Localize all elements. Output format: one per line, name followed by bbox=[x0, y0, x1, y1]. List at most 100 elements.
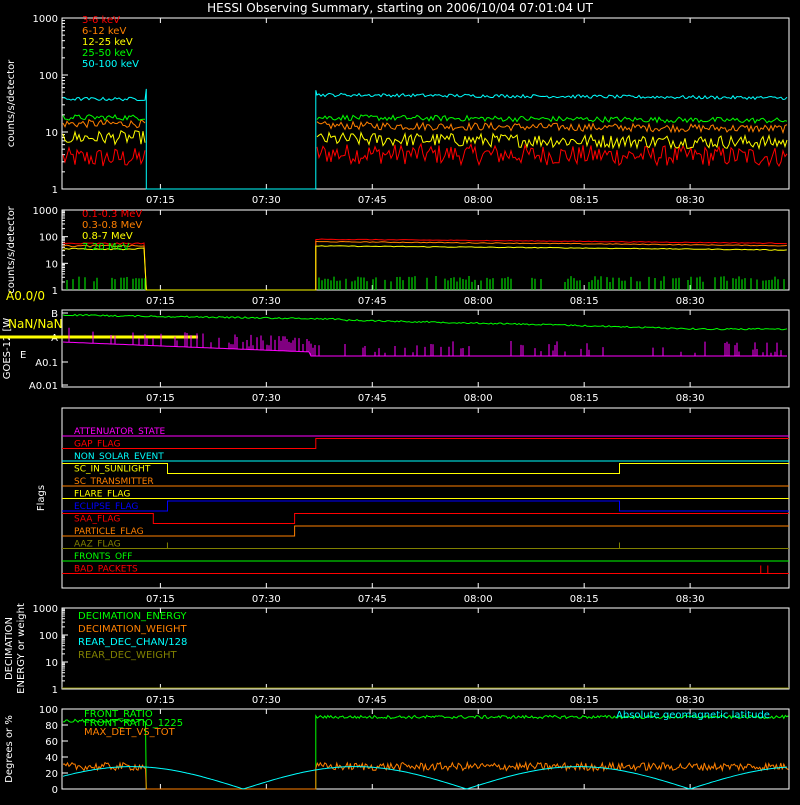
series-line-2 bbox=[62, 130, 146, 146]
y-axis-label: DECIMATION bbox=[4, 617, 15, 680]
x-tick-label: 08:15 bbox=[570, 195, 599, 206]
series-line-1 bbox=[62, 118, 146, 129]
legend-entry: DECIMATION_ENERGY bbox=[78, 611, 187, 622]
series-line-4 bbox=[62, 88, 788, 190]
flag-label: FLARE_FLAG bbox=[74, 490, 130, 500]
flag-label: ECLIPSE_FLAG bbox=[74, 502, 138, 512]
y-tick-label: 100 bbox=[39, 71, 58, 82]
series-line-0 bbox=[62, 714, 789, 790]
x-tick-label: 07:15 bbox=[146, 594, 175, 605]
flag-label: FRONTS_OFF bbox=[74, 552, 132, 562]
x-tick-label: 08:15 bbox=[570, 393, 599, 404]
y-tick-label: 1000 bbox=[33, 604, 58, 615]
x-tick-label: 08:00 bbox=[464, 296, 493, 307]
legend-entry: 0.8-7 MeV bbox=[82, 231, 133, 242]
y-tick-label: 20 bbox=[45, 769, 58, 780]
x-tick-label: 07:45 bbox=[358, 195, 387, 206]
x-tick-label: 07:30 bbox=[252, 695, 281, 706]
flag-label: SC_TRANSMITTER bbox=[74, 477, 154, 487]
chart-title: HESSI Observing Summary, starting on 200… bbox=[207, 1, 593, 15]
y-tick-label: 10 bbox=[45, 128, 58, 139]
y-tick-label: B bbox=[51, 309, 58, 320]
panel-frame bbox=[61, 209, 790, 291]
y-axis-label: Degrees or % bbox=[4, 715, 15, 783]
legend-entry: 6-12 keV bbox=[82, 26, 126, 37]
series-line-2 bbox=[62, 245, 787, 291]
series-line-0 bbox=[62, 145, 146, 167]
y-tick-label: 1 bbox=[52, 685, 58, 696]
flag-label: SC_IN_SUNLIGHT bbox=[74, 465, 151, 475]
x-tick-label: 08:30 bbox=[676, 296, 705, 307]
legend-entry: REAR_DEC_CHAN/128 bbox=[78, 637, 187, 648]
y-tick-label: 1000 bbox=[33, 14, 58, 25]
y-tick-label: 40 bbox=[45, 753, 58, 764]
x-tick-label: 08:00 bbox=[464, 393, 493, 404]
y-tick-label: A0.01 bbox=[29, 381, 58, 392]
legend-entry: FRONT_RATIO_1225 bbox=[84, 718, 183, 729]
y-tick-label: 60 bbox=[45, 737, 58, 748]
x-tick-label: 07:30 bbox=[252, 296, 281, 307]
series-line-0 bbox=[62, 238, 787, 291]
series-line-2 bbox=[62, 760, 789, 790]
x-tick-label: 08:30 bbox=[676, 393, 705, 404]
panel-frame bbox=[61, 708, 790, 790]
y-axis-label: GOES-12 [W bbox=[2, 318, 13, 380]
y-tick-label: 1 bbox=[52, 185, 58, 196]
flag-label: BAD_PACKETS bbox=[74, 565, 138, 575]
x-tick-label: 07:15 bbox=[146, 393, 175, 404]
legend-entry: 0.1-0.3 MeV bbox=[82, 209, 142, 220]
legend-entry: 50-100 keV bbox=[82, 59, 139, 70]
flag-label: SAA_FLAG bbox=[74, 515, 120, 525]
legend-entry: FRONT_RATIO bbox=[84, 709, 153, 720]
panel-frame bbox=[61, 309, 790, 388]
y-tick-label: 100 bbox=[39, 631, 58, 642]
flag-line-7 bbox=[62, 513, 789, 524]
y-tick-label: 1 bbox=[52, 286, 58, 297]
x-tick-label: 08:15 bbox=[570, 594, 599, 605]
y-axis-label-2: E bbox=[20, 350, 26, 361]
y-axis-label: counts/s/detector bbox=[6, 205, 17, 293]
series-line-0 bbox=[62, 313, 788, 331]
panel-frame bbox=[61, 607, 790, 690]
legend-entry: MAX_DET_VS_TOT bbox=[84, 727, 176, 738]
series-line-1 bbox=[316, 120, 788, 135]
flag-line-1 bbox=[62, 438, 789, 449]
series-line-3 bbox=[316, 114, 788, 124]
x-tick-label: 08:00 bbox=[464, 594, 493, 605]
flag-line-8 bbox=[62, 525, 789, 537]
annotation-label: Absolute geomagnetic latitude bbox=[616, 710, 770, 721]
y-tick-label: 10 bbox=[45, 259, 58, 270]
x-tick-label: 08:30 bbox=[676, 195, 705, 206]
x-tick-label: 08:30 bbox=[676, 594, 705, 605]
flag-label: ATTENUATOR_STATE bbox=[74, 427, 166, 437]
series-line-0 bbox=[316, 142, 788, 168]
x-tick-label: 07:30 bbox=[252, 393, 281, 404]
x-tick-label: 07:15 bbox=[146, 296, 175, 307]
x-tick-label: 07:30 bbox=[252, 195, 281, 206]
x-tick-label: 07:15 bbox=[146, 695, 175, 706]
series-line-1 bbox=[62, 341, 787, 357]
flag-line-6 bbox=[62, 500, 789, 512]
x-tick-label: 07:45 bbox=[358, 594, 387, 605]
y-tick-label: 0 bbox=[52, 785, 58, 796]
x-tick-label: 08:00 bbox=[464, 695, 493, 706]
series-line-3 bbox=[62, 766, 788, 790]
y-axis-label: ENERGY or weight bbox=[16, 603, 27, 694]
x-tick-label: 07:30 bbox=[252, 594, 281, 605]
panel-frame bbox=[61, 17, 790, 190]
legend-entry: DECIMATION_WEIGHT bbox=[78, 624, 187, 635]
flag-label: AAZ_FLAG bbox=[74, 540, 121, 550]
goes-class-label: A0.0/0 bbox=[6, 289, 45, 303]
legend-entry: 25-50 keV bbox=[82, 48, 133, 59]
y-axis-label: counts/s/detector bbox=[6, 59, 17, 147]
legend-entry: 7-20 MeV bbox=[82, 242, 130, 253]
y-tick-label: 100 bbox=[39, 233, 58, 244]
x-tick-label: 07:15 bbox=[146, 195, 175, 206]
legend-entry: REAR_DEC_WEIGHT bbox=[78, 650, 177, 661]
x-tick-label: 07:45 bbox=[358, 296, 387, 307]
flag-label: PARTICLE_FLAG bbox=[74, 527, 144, 537]
x-tick-label: 08:15 bbox=[570, 296, 599, 307]
y-axis-label: Flags bbox=[36, 485, 47, 511]
series-line-3 bbox=[62, 114, 145, 122]
